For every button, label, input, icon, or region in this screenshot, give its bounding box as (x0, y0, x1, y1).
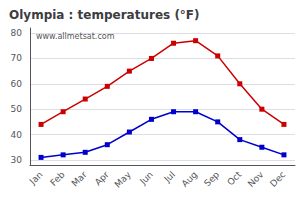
svg-text:Jun: Jun (137, 169, 155, 187)
svg-text:Jan: Jan (27, 169, 45, 187)
svg-text:Oct: Oct (225, 169, 243, 187)
svg-text:Jul: Jul (162, 169, 177, 184)
svg-text:Dec: Dec (268, 169, 287, 188)
svg-text:Olympia : temperatures (°F): Olympia : temperatures (°F) (9, 8, 200, 22)
svg-text:70: 70 (11, 53, 23, 63)
svg-text:Nov: Nov (246, 169, 266, 189)
svg-text:Apr: Apr (93, 169, 111, 187)
svg-text:Sep: Sep (202, 169, 221, 188)
svg-text:Mar: Mar (70, 169, 89, 188)
svg-text:May: May (113, 169, 134, 190)
svg-text:Aug: Aug (180, 169, 199, 188)
svg-text:40: 40 (11, 130, 23, 140)
svg-text:80: 80 (11, 28, 23, 38)
svg-text:50: 50 (11, 104, 23, 114)
svg-text:www.allmetsat.com: www.allmetsat.com (36, 32, 115, 41)
svg-text:60: 60 (11, 79, 23, 89)
svg-text:30: 30 (11, 155, 23, 165)
svg-text:Feb: Feb (48, 169, 67, 188)
